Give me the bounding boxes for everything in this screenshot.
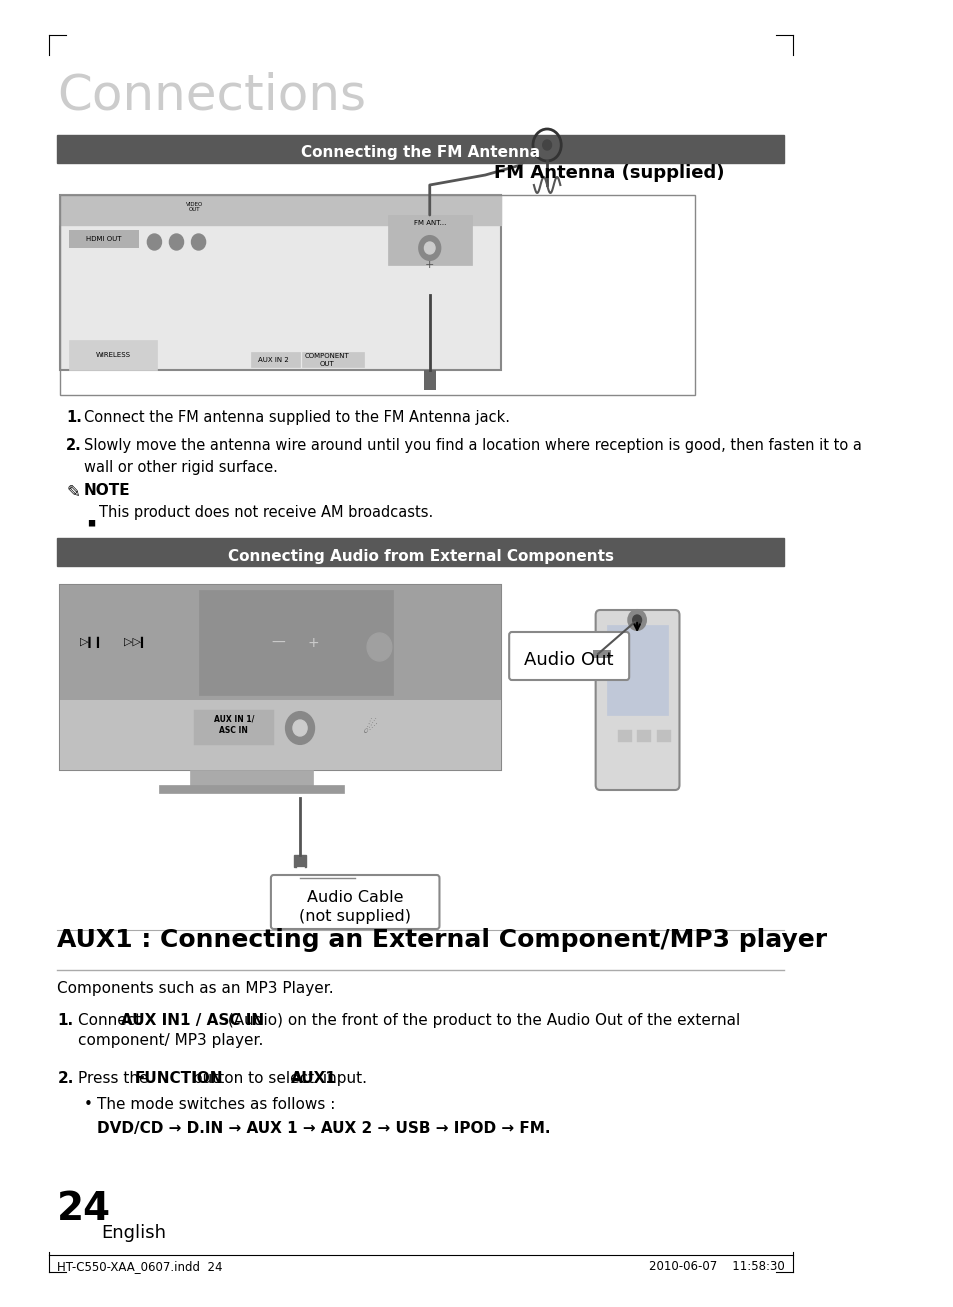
Text: ASC IN: ASC IN bbox=[219, 725, 248, 735]
Text: Components such as an MP3 Player.: Components such as an MP3 Player. bbox=[57, 982, 334, 996]
Text: AUX1: AUX1 bbox=[291, 1070, 336, 1086]
Circle shape bbox=[192, 234, 206, 250]
Text: (Audio) on the front of the product to the Audio Out of the external: (Audio) on the front of the product to t… bbox=[223, 1013, 740, 1029]
Bar bbox=[57, 135, 783, 163]
Text: FUNCTION: FUNCTION bbox=[135, 1070, 223, 1086]
Text: wall or other rigid surface.: wall or other rigid surface. bbox=[84, 460, 277, 474]
Circle shape bbox=[418, 237, 440, 260]
Bar bbox=[294, 855, 306, 867]
Text: ✎: ✎ bbox=[66, 484, 80, 501]
Text: COMPONENT
OUT: COMPONENT OUT bbox=[304, 353, 349, 366]
Text: •: • bbox=[84, 1097, 92, 1112]
Text: (not supplied): (not supplied) bbox=[299, 908, 411, 924]
Text: VIDEO
OUT: VIDEO OUT bbox=[185, 201, 203, 213]
Text: +: + bbox=[307, 637, 318, 650]
Text: NOTE: NOTE bbox=[84, 484, 131, 498]
Bar bbox=[656, 731, 670, 742]
Bar bbox=[617, 731, 631, 742]
Bar bbox=[60, 195, 695, 395]
Text: 2.: 2. bbox=[66, 438, 82, 454]
Text: Connections: Connections bbox=[57, 72, 366, 120]
Text: Audio Out: Audio Out bbox=[524, 651, 614, 669]
Circle shape bbox=[147, 234, 161, 250]
Bar bbox=[606, 625, 667, 715]
Text: Audio Cable: Audio Cable bbox=[307, 890, 403, 906]
Bar bbox=[296, 867, 303, 874]
Text: FM ANT...: FM ANT... bbox=[414, 220, 445, 226]
Text: HDMI OUT: HDMI OUT bbox=[87, 237, 122, 242]
Text: 2.: 2. bbox=[57, 1070, 73, 1086]
Bar bbox=[388, 214, 472, 265]
Text: Connecting Audio from External Components: Connecting Audio from External Component… bbox=[228, 549, 614, 563]
Text: 2010-06-07    11:58:30: 2010-06-07 11:58:30 bbox=[648, 1260, 783, 1273]
FancyBboxPatch shape bbox=[271, 874, 439, 929]
Text: WIRELESS: WIRELESS bbox=[95, 352, 131, 358]
Text: DVD/CD → D.IN → AUX 1 → AUX 2 → USB → IPOD → FM.: DVD/CD → D.IN → AUX 1 → AUX 2 → USB → IP… bbox=[97, 1121, 550, 1136]
Bar bbox=[60, 701, 500, 770]
Bar bbox=[69, 340, 157, 370]
Bar bbox=[60, 195, 500, 225]
Text: AUX1 : Connecting an External Component/MP3 player: AUX1 : Connecting an External Component/… bbox=[57, 928, 826, 951]
Bar bbox=[60, 586, 500, 701]
Circle shape bbox=[367, 633, 392, 661]
Text: AUX IN1 / ASC IN: AUX IN1 / ASC IN bbox=[121, 1013, 264, 1029]
Circle shape bbox=[542, 140, 551, 150]
Text: ▷▷▎: ▷▷▎ bbox=[124, 637, 150, 648]
Text: This product does not receive AM broadcasts.: This product does not receive AM broadca… bbox=[99, 505, 433, 520]
Bar bbox=[423, 370, 436, 389]
Text: The mode switches as follows :: The mode switches as follows : bbox=[97, 1097, 335, 1112]
Text: button to select: button to select bbox=[188, 1070, 318, 1086]
Bar bbox=[426, 389, 433, 399]
Bar bbox=[60, 586, 500, 770]
FancyBboxPatch shape bbox=[509, 633, 629, 680]
Circle shape bbox=[424, 242, 435, 254]
Text: HT-C550-XAA_0607.indd  24: HT-C550-XAA_0607.indd 24 bbox=[57, 1260, 223, 1273]
FancyBboxPatch shape bbox=[595, 610, 679, 789]
Text: input.: input. bbox=[317, 1070, 366, 1086]
Bar bbox=[60, 195, 500, 370]
Bar bbox=[69, 230, 139, 248]
Circle shape bbox=[628, 610, 645, 630]
Bar bbox=[198, 589, 393, 695]
Text: FM Antenna (supplied): FM Antenna (supplied) bbox=[494, 163, 724, 182]
Bar bbox=[301, 352, 363, 367]
Text: English: English bbox=[101, 1223, 167, 1242]
Text: —: — bbox=[271, 637, 285, 650]
Text: AUX IN 1/: AUX IN 1/ bbox=[213, 714, 253, 723]
Text: Connect: Connect bbox=[77, 1013, 146, 1029]
Circle shape bbox=[170, 234, 183, 250]
Bar bbox=[593, 650, 610, 657]
Circle shape bbox=[293, 720, 307, 736]
Text: Press the: Press the bbox=[77, 1070, 152, 1086]
Bar bbox=[193, 710, 274, 745]
Text: 1.: 1. bbox=[66, 410, 82, 425]
Text: +: + bbox=[425, 260, 434, 271]
Circle shape bbox=[286, 712, 314, 744]
Text: component/ MP3 player.: component/ MP3 player. bbox=[77, 1033, 263, 1048]
Bar bbox=[57, 538, 783, 566]
Text: Slowly move the antenna wire around until you find a location where reception is: Slowly move the antenna wire around unti… bbox=[84, 438, 861, 454]
Text: ☄: ☄ bbox=[363, 719, 377, 737]
Text: Connect the FM antenna supplied to the FM Antenna jack.: Connect the FM antenna supplied to the F… bbox=[84, 410, 509, 425]
Bar bbox=[252, 352, 299, 367]
Bar bbox=[637, 731, 651, 742]
Text: AUX IN 2: AUX IN 2 bbox=[258, 357, 289, 363]
Text: ◼: ◼ bbox=[88, 518, 99, 527]
Bar bbox=[190, 770, 313, 789]
Text: ▷▎▎: ▷▎▎ bbox=[80, 637, 105, 648]
Text: Connecting the FM Antenna: Connecting the FM Antenna bbox=[301, 145, 540, 161]
Text: 1.: 1. bbox=[57, 1013, 73, 1029]
Bar bbox=[158, 786, 344, 793]
Text: 24: 24 bbox=[57, 1189, 112, 1229]
Circle shape bbox=[632, 616, 640, 625]
